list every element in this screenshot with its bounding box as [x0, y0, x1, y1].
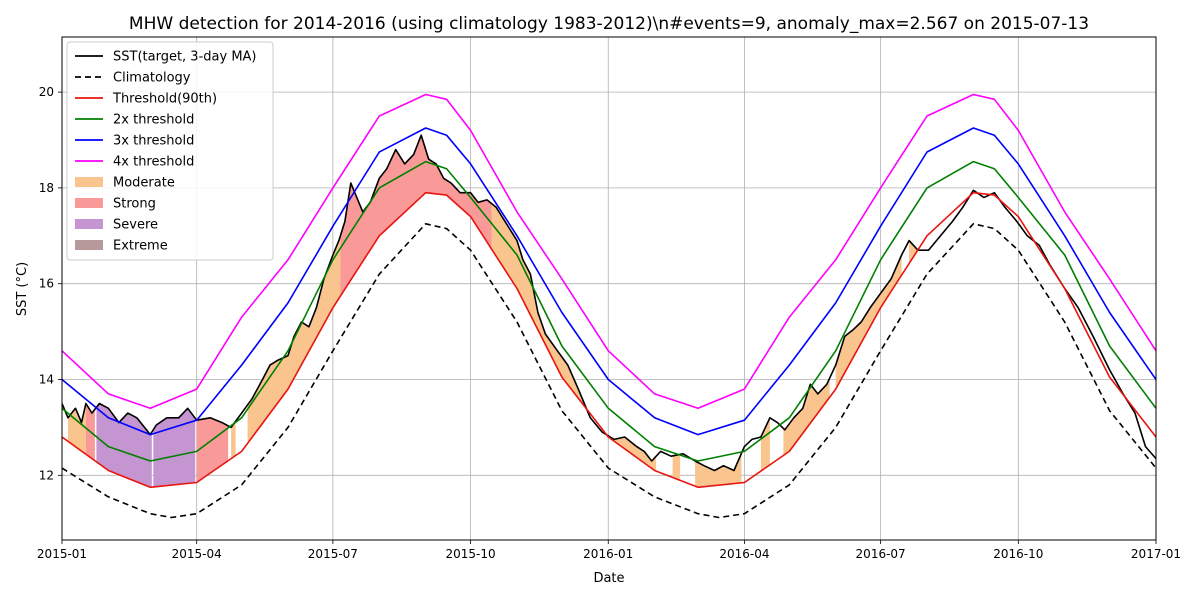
x-tick-label: 2016-04 — [719, 547, 769, 561]
x-tick-label: 2015-01 — [37, 547, 87, 561]
series-lines — [62, 93, 1156, 519]
y-tick-label: 14 — [39, 373, 54, 387]
chart-title: MHW detection for 2014-2016 (using clima… — [129, 14, 1089, 34]
event-area-moderate — [231, 421, 236, 459]
x-tick-label: 2015-07 — [308, 547, 358, 561]
legend-label: Extreme — [113, 239, 168, 254]
event-area-moderate — [835, 255, 902, 390]
event-area-moderate — [760, 417, 770, 472]
legend-label: 3x threshold — [113, 134, 194, 149]
x-tick-label: 2016-07 — [856, 547, 906, 561]
event-area-severe — [153, 408, 196, 487]
event-area-severe — [96, 403, 152, 488]
y-tick-label: 20 — [39, 85, 54, 99]
x-tick-label: 2016-10 — [993, 547, 1043, 561]
event-area-moderate — [909, 234, 929, 264]
grid — [61, 37, 1157, 540]
x-tick-label: 2015-04 — [172, 547, 222, 561]
legend-label: 2x threshold — [113, 113, 194, 128]
legend-label: SST(target, 3-day MA) — [113, 50, 257, 65]
y-axis-label: SST (°C) — [15, 262, 30, 316]
legend-swatch-patch — [75, 198, 103, 208]
plot-frame — [61, 36, 1157, 541]
legend-label: Strong — [113, 197, 156, 212]
x-axis-label: Date — [593, 571, 624, 586]
legend-swatch-patch — [75, 177, 103, 187]
y-tick-label: 12 — [39, 468, 54, 482]
legend-label: Climatology — [113, 71, 191, 86]
legend-box — [66, 41, 274, 261]
axis-ticks: 2015-01 2015-04 2015-07 2015-10 2016-01 2016-… — [37, 85, 1181, 561]
legend: SST(target, 3-day MA) Climatology Threshol… — [66, 41, 274, 261]
series-line-6 — [62, 93, 1156, 410]
x-tick-label: 2017-01 — [1131, 547, 1181, 561]
series-line-3 — [62, 191, 1156, 489]
series-line-1 — [62, 134, 1156, 472]
series-line-5 — [62, 127, 1156, 436]
event-area-moderate — [783, 377, 830, 456]
event-area-moderate — [672, 454, 681, 481]
y-tick-label: 16 — [39, 277, 54, 291]
legend-label: 4x threshold — [113, 155, 194, 170]
event-area-moderate — [695, 453, 742, 488]
event-area-strong — [196, 417, 229, 483]
x-tick-label: 2015-10 — [445, 547, 495, 561]
x-tick-label: 2016-01 — [583, 547, 633, 561]
legend-label: Moderate — [113, 176, 175, 191]
series-line-4 — [62, 160, 1156, 462]
legend-swatch-patch — [75, 240, 103, 250]
legend-label: Severe — [113, 218, 158, 233]
legend-label: Threshold(90th) — [112, 92, 217, 107]
legend-swatch-patch — [75, 219, 103, 229]
series-line-2 — [62, 223, 1156, 519]
y-tick-label: 18 — [39, 181, 54, 195]
